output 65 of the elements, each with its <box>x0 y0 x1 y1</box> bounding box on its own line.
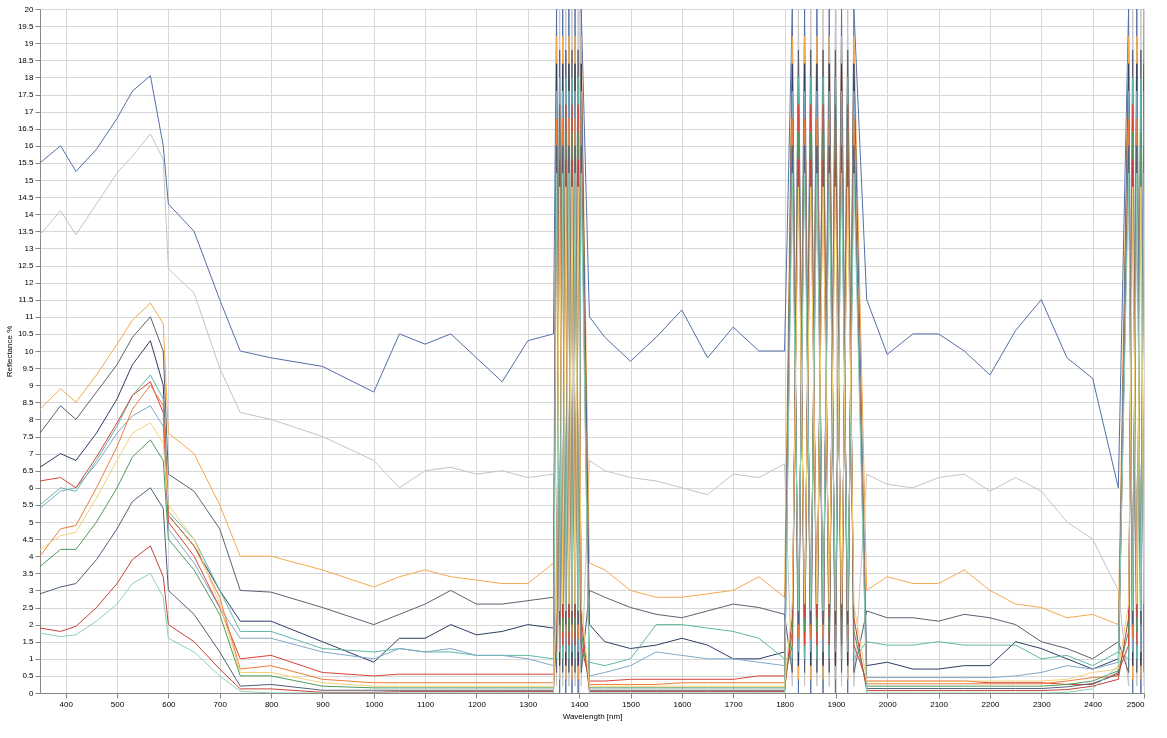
y-tick-label: 6.5 <box>22 466 35 476</box>
y-tick-label: 3.5 <box>22 568 35 578</box>
y-tick-label: 12.5 <box>17 261 35 270</box>
x-tick-label: 2000 <box>878 699 898 709</box>
x-tick-label: 1400 <box>570 699 590 709</box>
y-tick-label: 6 <box>29 483 35 493</box>
x-tick-label: 1700 <box>724 699 744 709</box>
y-tick-label: 10 <box>24 346 35 356</box>
y-tick-label: 5.5 <box>22 500 35 510</box>
y-tick-label: 3 <box>29 585 35 595</box>
y-tick-label: 14.5 <box>17 192 35 202</box>
y-axis-title: Reflectance % <box>4 325 14 378</box>
y-tick-label: 15 <box>24 175 35 185</box>
y-tick-label: 19.5 <box>17 21 35 31</box>
y-tick-label: 8.5 <box>22 397 35 407</box>
y-tick-label: 2 <box>29 620 35 630</box>
x-tick-label: 1300 <box>519 699 538 709</box>
y-tick-label: 20 <box>24 4 35 14</box>
x-tick-label: 2100 <box>930 699 949 709</box>
y-tick-label: 19 <box>24 38 35 48</box>
y-tick-label: 14 <box>24 209 35 219</box>
y-tick-label: 13.5 <box>17 226 35 236</box>
x-tick-label: 1100 <box>417 699 435 709</box>
y-tick-label: 9.5 <box>22 363 35 373</box>
y-tick-label: 13 <box>24 243 35 253</box>
x-tick-label: 1600 <box>673 699 692 709</box>
y-tick-label: 15.5 <box>17 158 35 168</box>
x-tick-label: 1500 <box>622 699 641 709</box>
y-tick-label: 17 <box>24 107 35 117</box>
y-tick-label: 8 <box>29 414 35 424</box>
y-tick-label: 7.5 <box>22 432 35 441</box>
x-tick-label: 800 <box>264 699 279 709</box>
x-tick-label: 1200 <box>468 699 487 709</box>
y-tick-label: 2.5 <box>22 603 35 612</box>
x-tick-label: 400 <box>59 699 74 709</box>
y-tick-label: 4 <box>29 551 35 561</box>
y-tick-label: 5 <box>29 517 35 527</box>
y-tick-label: 7 <box>29 449 35 459</box>
x-tick-label: 900 <box>316 699 331 709</box>
x-tick-label: 600 <box>162 699 177 709</box>
x-tick-label: 2300 <box>1032 699 1052 709</box>
y-tick-label: 12 <box>24 278 35 288</box>
x-tick-label: 2200 <box>981 699 1000 709</box>
y-tick-label: 10.5 <box>17 329 35 339</box>
x-tick-label: 2400 <box>1084 699 1103 709</box>
y-tick-label: 16 <box>24 141 35 151</box>
x-tick-label: 2500 <box>1126 699 1146 709</box>
y-tick-label: 1.5 <box>22 637 35 647</box>
y-tick-label: 18.5 <box>17 55 35 65</box>
y-tick-label: 11.5 <box>18 295 35 305</box>
y-tick-label: 11 <box>25 312 35 322</box>
x-tick-label: 1800 <box>776 699 795 709</box>
y-tick-label: 1 <box>29 654 35 664</box>
y-tick-label: 0.5 <box>22 671 35 681</box>
y-tick-label: 4.5 <box>22 534 35 544</box>
x-tick-label: 1900 <box>827 699 846 709</box>
y-tick-label: 16.5 <box>17 124 35 134</box>
y-tick-label: 18 <box>24 72 35 82</box>
y-tick-label: 9 <box>29 380 35 390</box>
y-tick-label: 17.5 <box>17 90 35 99</box>
x-tick-label: 700 <box>213 699 228 709</box>
x-axis-title: Wavelength [nm] <box>562 711 623 721</box>
x-tick-label: 1000 <box>365 699 384 709</box>
y-tick-label: 0 <box>29 688 35 698</box>
x-tick-label: 500 <box>110 699 125 709</box>
